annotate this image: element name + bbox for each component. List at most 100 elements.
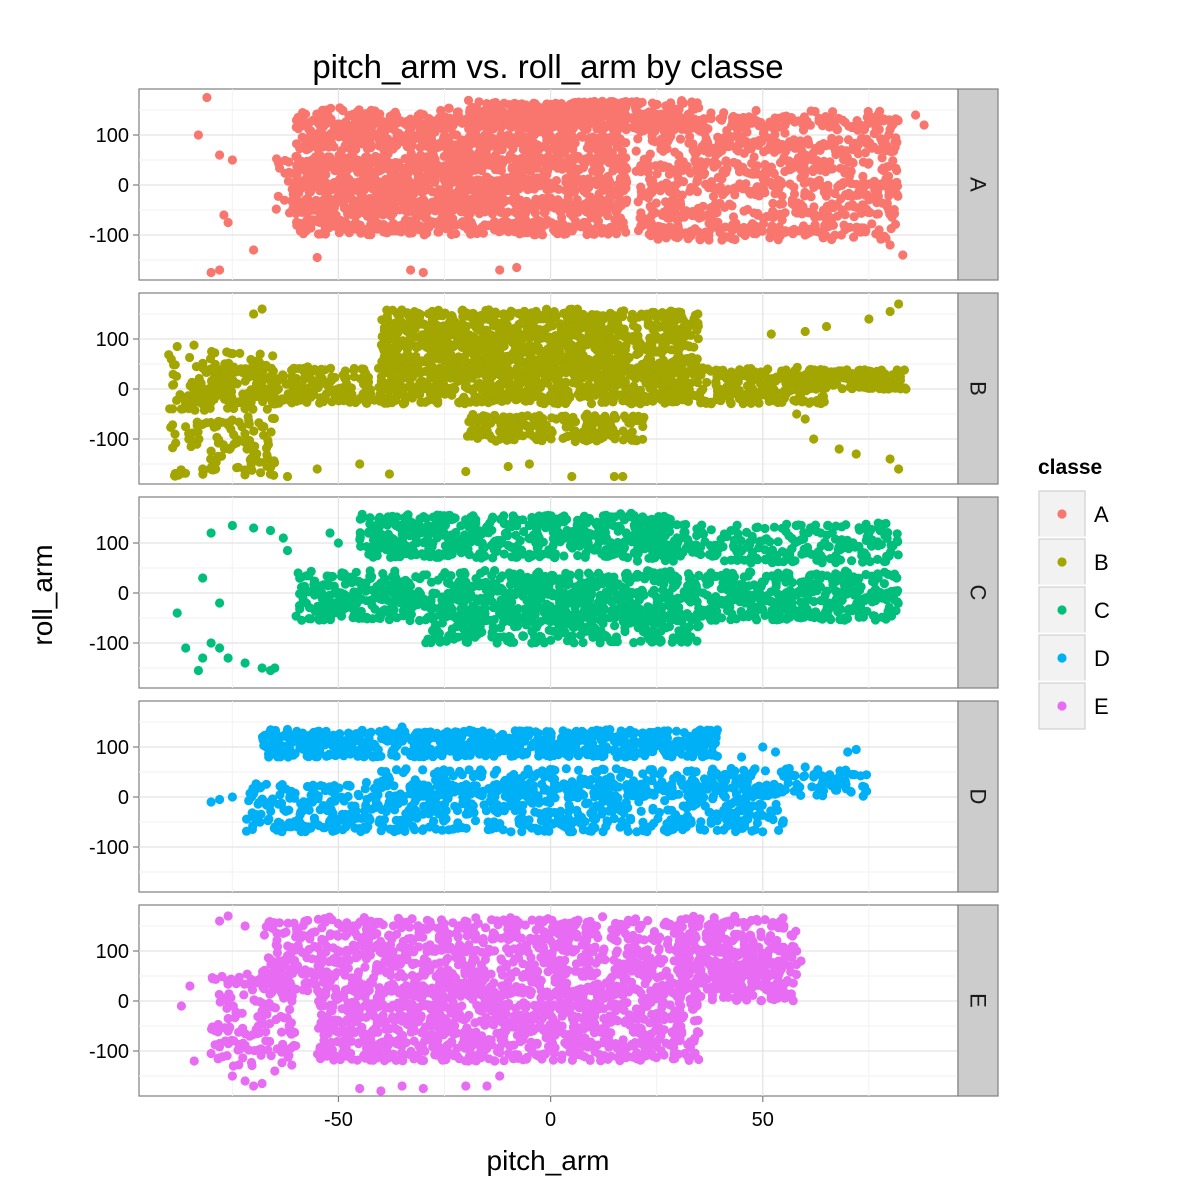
data-point [448,130,458,140]
data-point [541,107,551,118]
data-point [479,143,489,153]
data-point [702,157,712,167]
data-point [569,347,579,357]
data-point [775,231,785,241]
data-point [765,117,775,127]
data-point [749,137,759,147]
data-point [818,139,829,149]
data-point [424,184,434,194]
data-point [585,144,595,154]
data-point [569,183,579,193]
data-point [456,135,466,145]
facet-panels: -1000100A-1000100B-1000100C-1000100D-100… [89,88,999,1097]
data-point [520,132,531,142]
data-point [884,183,894,193]
data-point [688,145,698,155]
data-point [678,165,688,175]
data-point [375,109,385,119]
data-point [340,223,350,233]
data-point [656,109,666,119]
data-point [873,209,884,219]
data-point [816,164,826,174]
data-point [431,119,442,129]
data-point [524,332,534,342]
data-point [590,198,600,208]
data-point [693,318,703,328]
data-point [451,229,461,239]
data-point [891,133,901,143]
data-point [850,138,860,148]
data-point [292,205,302,215]
data-point [735,179,745,189]
data-point [874,225,884,235]
data-point [425,203,435,213]
data-point [292,217,302,227]
data-point [642,122,652,132]
data-point [911,110,921,120]
data-point [677,211,687,221]
data-point [647,136,657,146]
data-point [562,121,572,131]
data-point [813,211,823,221]
data-point [573,98,583,108]
data-point [656,144,666,154]
data-point [583,154,593,165]
data-point [601,207,611,217]
facet-strip-A: A [957,88,999,281]
data-point [720,187,730,197]
data-point [634,348,644,358]
data-point [632,113,643,123]
data-point [634,99,645,109]
data-point [359,203,370,213]
data-point [773,175,784,185]
data-point [387,222,397,232]
data-point [518,145,529,155]
data-point [298,177,308,187]
data-point [604,187,614,197]
data-point [556,198,567,208]
data-point [499,174,509,184]
data-point [312,252,322,263]
data-point [673,113,684,124]
data-point [573,326,583,336]
data-point [302,224,312,235]
data-point [249,245,259,255]
data-point [483,187,494,197]
data-point [326,129,336,139]
data-point [366,230,376,240]
data-point [468,308,478,318]
data-point [819,187,829,197]
data-point [469,165,479,175]
data-point [596,112,606,123]
data-point [373,363,384,373]
data-point [619,185,629,195]
data-point [543,322,554,332]
data-point [402,130,412,141]
data-point [582,204,592,214]
data-point [645,149,655,159]
data-point [692,159,703,169]
data-point [613,204,623,214]
data-point [664,134,674,144]
data-point [435,310,445,320]
data-point [404,351,414,361]
data-point [864,158,874,168]
series-points-A [193,92,929,278]
data-point [675,353,686,363]
data-point [759,184,769,194]
data-point [417,208,427,218]
data-point [644,107,654,117]
data-point [614,322,625,333]
data-point [448,145,458,155]
data-point [666,98,676,108]
data-point [415,125,425,135]
data-point [317,186,327,196]
data-point [832,124,843,135]
data-point [845,189,855,200]
data-point [273,191,283,201]
data-point [377,132,387,142]
data-point [482,172,492,182]
data-point [500,225,511,235]
data-point [412,165,422,175]
